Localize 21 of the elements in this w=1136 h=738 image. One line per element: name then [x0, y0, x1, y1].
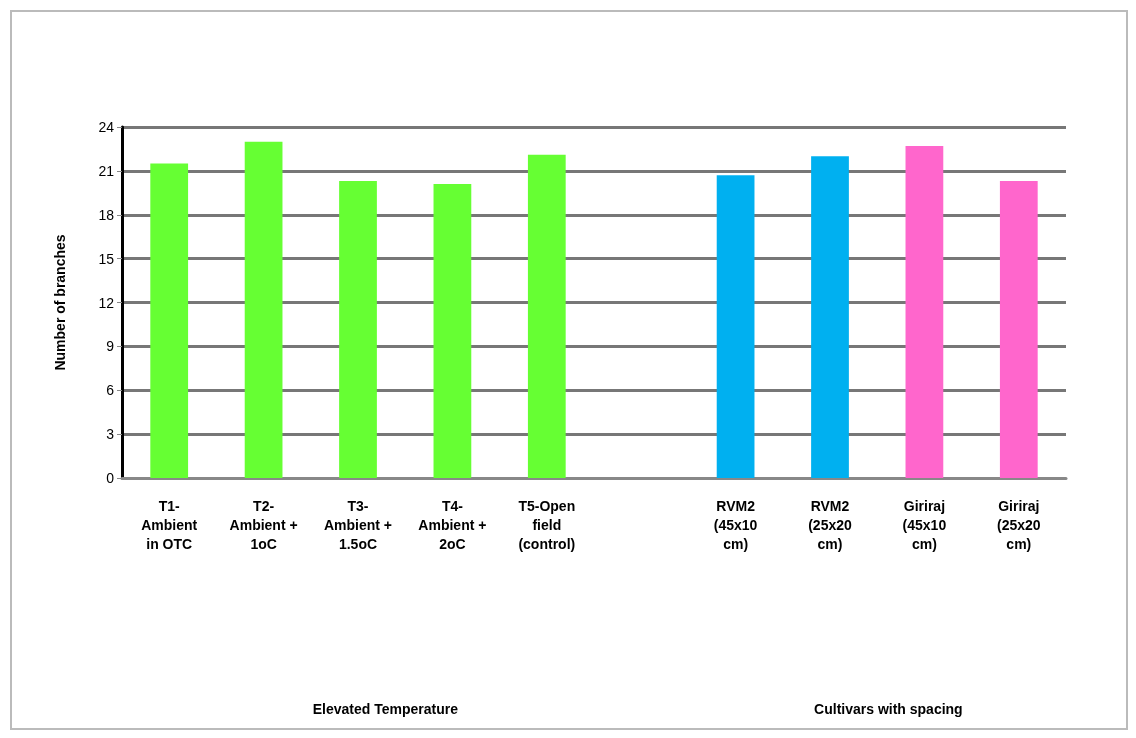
x-tick-label: RVM2 (45x10 cm)	[713, 497, 758, 552]
x-tick-label: T3- Ambient + 1.5oC	[323, 497, 393, 552]
x-tick-label: T1- Ambient in OTC	[141, 497, 198, 552]
text: Elevated Temperature	[312, 701, 459, 717]
y-tick-label: 18	[98, 206, 115, 223]
x-tick-label: Giriraj (45x10 cm)	[902, 497, 947, 552]
y-tick-label: 6	[106, 382, 115, 399]
x-tick-label: RVM2 (25x20 cm)	[808, 497, 853, 552]
y-axis-title: Number of branches	[52, 234, 68, 371]
y-tick-label: 21	[98, 162, 115, 179]
y-tick-label: 12	[98, 294, 115, 311]
y-tick-label: 24	[98, 119, 115, 135]
y-tick-label: 15	[98, 250, 115, 267]
x-tick-label: T5-Open field (control)	[518, 497, 576, 552]
x-tick-label: Giriraj (25x20 cm)	[997, 497, 1041, 552]
y-tick-label: 9	[106, 338, 115, 355]
y-tick-label: 0	[106, 470, 115, 486]
x-tick-label: T4- Ambient + 2oC	[418, 497, 487, 552]
y-tick-label: 3	[106, 426, 115, 443]
text: Cultivars with spacing	[814, 701, 963, 717]
x-tick-label: T2- Ambient + 1oC	[229, 497, 298, 552]
